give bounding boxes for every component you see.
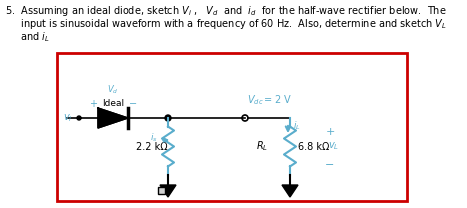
Text: $i_L$: $i_L$	[293, 120, 301, 132]
Text: input is sinusoidal waveform with a frequency of 60 Hz.  Also, determine and ske: input is sinusoidal waveform with a freq…	[5, 17, 447, 31]
Text: 5.  Assuming an ideal diode, sketch $V_i$ ,   $V_d$  and  $i_d$  for the half-wa: 5. Assuming an ideal diode, sketch $V_i$…	[5, 4, 446, 18]
Text: $v_i$: $v_i$	[63, 112, 72, 124]
Text: Ideal: Ideal	[102, 99, 124, 108]
Text: −: −	[129, 99, 137, 109]
Text: and $i_L$: and $i_L$	[5, 30, 50, 44]
Bar	[57, 53, 407, 201]
Bar	[158, 187, 165, 194]
Text: 6.8 kΩ: 6.8 kΩ	[298, 141, 329, 151]
Text: $v_L$: $v_L$	[328, 141, 339, 152]
Polygon shape	[282, 185, 298, 197]
Text: +: +	[325, 127, 335, 137]
Circle shape	[165, 115, 171, 121]
Text: $V_{dc} = 2$ V: $V_{dc} = 2$ V	[247, 93, 292, 107]
Polygon shape	[160, 185, 176, 197]
Text: +: +	[89, 99, 97, 109]
Text: $V_d$: $V_d$	[107, 83, 119, 96]
Text: $R_L$: $R_L$	[256, 140, 268, 154]
Text: $i_s$: $i_s$	[150, 132, 158, 144]
Text: −: −	[325, 160, 335, 170]
Circle shape	[77, 116, 81, 120]
Text: 2.2 kΩ: 2.2 kΩ	[136, 141, 168, 151]
Polygon shape	[98, 108, 128, 128]
